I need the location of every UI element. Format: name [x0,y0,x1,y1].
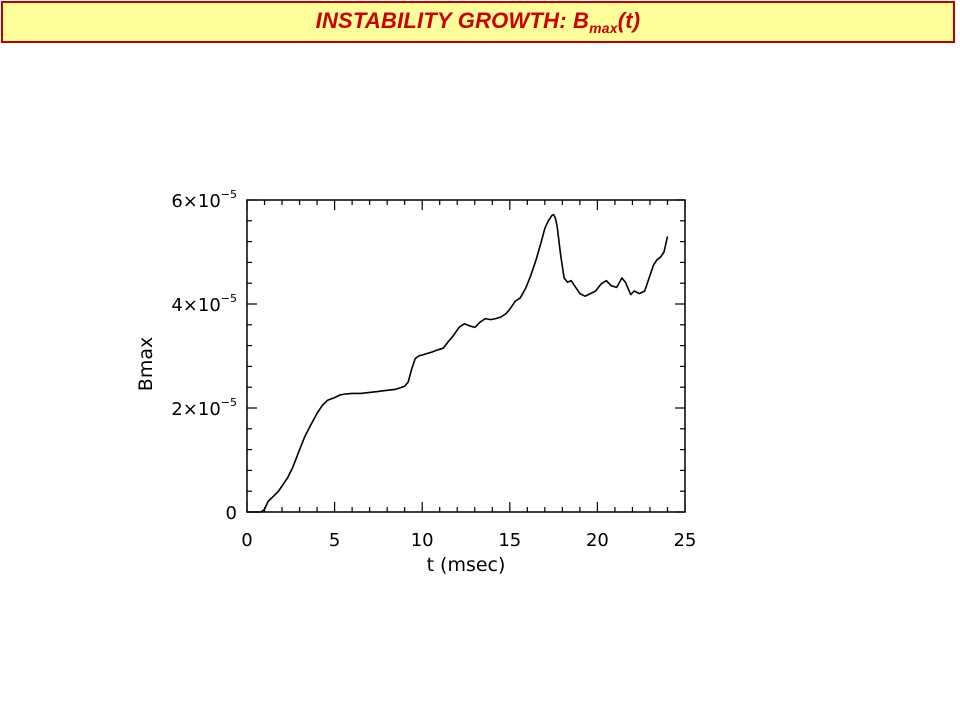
y-tick-exponent: −5 [221,396,237,409]
slide-title-subscript: max [589,20,618,36]
x-tick-label: 5 [329,530,340,551]
y-tick-label: 0 [226,503,237,524]
x-tick-labels: 0 5 10 15 20 25 [241,530,696,551]
x-tick-label: 25 [674,530,697,551]
y-tick-label: 4×10−5 [171,292,237,316]
x-tick-label: 20 [586,530,609,551]
slide-title: INSTABILITY GROWTH: Bmax(t) [316,8,641,36]
slide-title-suffix: (t) [617,8,641,33]
plot-frame [246,199,686,513]
y-axis-label: Bmax [135,337,157,391]
axis-ticks [246,199,686,513]
x-tick-label: 10 [411,530,434,551]
y-tick-mantissa: 2×10 [171,399,220,420]
x-axis-label: t (msec) [427,554,506,576]
y-tick-mantissa: 6×10 [171,191,220,212]
y-tick-label: 2×10−5 [171,396,237,420]
bmax-series-line [247,213,669,513]
y-tick-label: 6×10−5 [171,188,237,212]
y-tick-mantissa: 4×10 [171,295,220,316]
slide-title-main: INSTABILITY GROWTH: B [315,8,590,33]
slide-title-banner: INSTABILITY GROWTH: Bmax(t) [1,1,955,43]
y-tick-labels: 02×10−54×10−56×10−5 [171,188,237,524]
x-tick-label: 15 [498,530,521,551]
y-tick-exponent: −5 [221,292,237,305]
x-tick-label: 0 [241,530,252,551]
y-tick-exponent: −5 [221,188,237,201]
